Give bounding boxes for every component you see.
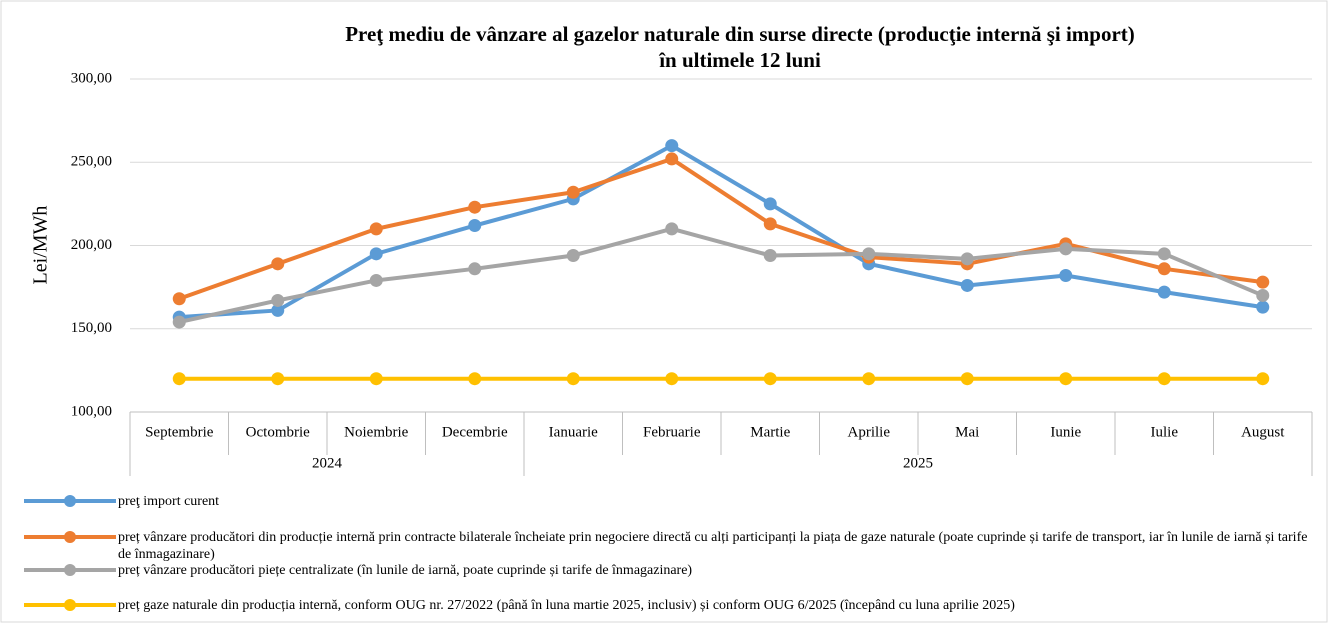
data-point	[271, 303, 285, 317]
data-point	[960, 278, 974, 292]
data-point	[763, 197, 777, 211]
data-point	[665, 222, 679, 236]
x-tick-label: Decembrie	[442, 424, 508, 440]
x-tick-label: Octombrie	[246, 424, 310, 440]
chart-title: în ultimele 12 luni	[658, 48, 821, 72]
chart-title: Preţ mediu de vânzare al gazelor natural…	[345, 22, 1135, 46]
data-point	[369, 222, 383, 236]
x-tick-label: Mai	[955, 424, 979, 440]
data-point	[1256, 300, 1270, 314]
legend-entry: preț vânzare producători din producție i…	[118, 530, 1308, 562]
data-point	[566, 372, 580, 386]
data-point	[468, 219, 482, 233]
data-point	[1059, 268, 1073, 282]
data-point	[468, 372, 482, 386]
legend-entry: preț gaze naturale din producția internă…	[118, 598, 1015, 613]
data-point	[665, 152, 679, 166]
series-line	[178, 226, 1264, 325]
legend-swatch	[64, 531, 76, 543]
data-point	[1059, 242, 1073, 256]
data-point	[763, 372, 777, 386]
x-tick-label: Februarie	[643, 424, 701, 440]
x-tick-label: August	[1241, 424, 1285, 440]
data-point	[271, 293, 285, 307]
data-point	[665, 372, 679, 386]
y-tick-label: 200,00	[71, 237, 112, 253]
data-point	[369, 273, 383, 287]
x-tick-label: Iunie	[1050, 424, 1081, 440]
data-point	[566, 248, 580, 262]
data-point	[763, 217, 777, 231]
data-point	[763, 248, 777, 262]
legend-entry: preț vânzare producători piețe centraliz…	[118, 563, 693, 578]
legend-swatch	[64, 599, 76, 611]
data-point	[172, 315, 186, 329]
data-point	[1157, 372, 1171, 386]
x-tick-label: Septembrie	[145, 424, 214, 440]
data-point	[960, 252, 974, 266]
group-label: 2024	[312, 455, 343, 471]
data-point	[1157, 262, 1171, 276]
data-point	[862, 372, 876, 386]
data-point	[566, 185, 580, 199]
data-point	[271, 372, 285, 386]
y-tick-label: 300,00	[71, 70, 112, 86]
data-point	[1059, 372, 1073, 386]
series-line	[178, 156, 1264, 301]
series-line	[179, 143, 1264, 320]
x-tick-label: Noiembrie	[344, 424, 408, 440]
data-point	[369, 372, 383, 386]
data-point	[172, 292, 186, 306]
data-point	[271, 257, 285, 271]
data-point	[172, 372, 186, 386]
data-point	[1256, 275, 1270, 289]
x-tick-label: Aprilie	[848, 424, 891, 440]
y-tick-label: 250,00	[71, 154, 112, 170]
group-label: 2025	[903, 455, 933, 471]
data-point	[1256, 372, 1270, 386]
data-point	[1157, 247, 1171, 261]
y-axis-label: Lei/MWh	[30, 206, 52, 285]
data-point	[862, 247, 876, 261]
data-point	[1157, 285, 1171, 299]
x-tick-label: Iulie	[1151, 424, 1179, 440]
y-tick-label: 150,00	[71, 320, 112, 336]
legend-entry: preţ import curent	[118, 494, 220, 509]
y-tick-label: 100,00	[71, 403, 112, 419]
legend-swatch	[64, 564, 76, 576]
data-point	[1256, 288, 1270, 302]
data-point	[665, 139, 679, 153]
x-tick-label: Ianuarie	[549, 424, 598, 440]
data-point	[960, 372, 974, 386]
data-point	[369, 247, 383, 261]
data-point	[468, 262, 482, 276]
x-tick-label: Martie	[750, 424, 790, 440]
data-point	[468, 200, 482, 214]
legend-swatch	[64, 495, 76, 507]
